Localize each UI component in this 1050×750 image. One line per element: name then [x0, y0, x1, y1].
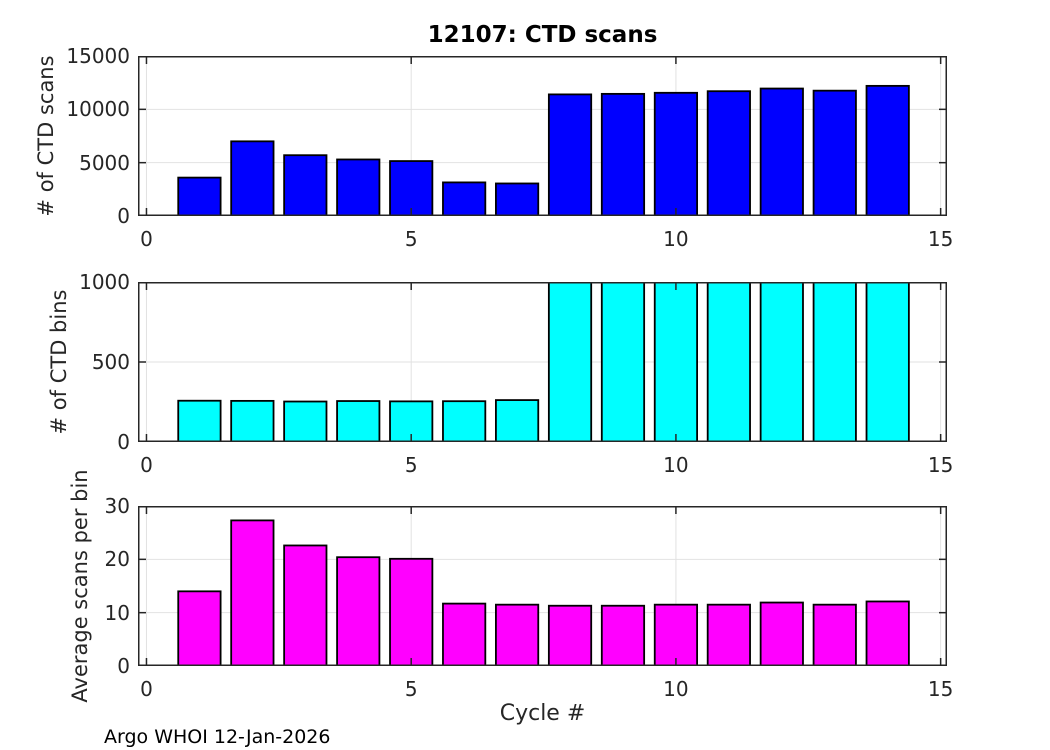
ctd-scans-bar-cycle-1 — [177, 176, 222, 216]
ctd-scans-bar-cycle-2 — [230, 140, 275, 216]
ctd-bins-x-tick-label: 10 — [663, 453, 689, 477]
axes-box — [138, 506, 947, 666]
ctd-bins-bar-cycle-11 — [706, 282, 751, 442]
avg-scans-per-bin-y-tick-label: 20 — [104, 547, 130, 572]
ctd-bins-bar-cycle-4 — [336, 400, 381, 442]
ctd-scans-bar-cycle-10 — [653, 91, 698, 216]
y-axis-label-scans: # of CTD scans — [34, 55, 58, 217]
ctd-scans-y-tick-label: 5000 — [79, 150, 130, 175]
avg-scans-per-bin-bar-cycle-11 — [706, 603, 751, 666]
ctd-scans-bar-cycle-14 — [865, 84, 910, 216]
ctd-bins-bar-cycle-9 — [600, 282, 646, 442]
avg-scans-per-bin-bar-cycle-3 — [283, 544, 328, 666]
avg-scans-per-bin-bar-cycle-1 — [177, 590, 222, 666]
ctd-bins-bar-cycle-14 — [865, 282, 910, 442]
ctd-scans-bar-cycle-9 — [600, 92, 646, 216]
avg-scans-per-bin-x-tick-label: 5 — [404, 677, 418, 701]
ctd-scans-bar-cycle-5 — [389, 160, 434, 216]
ctd-scans-x-tick-label: 10 — [663, 227, 689, 251]
ctd-bins-y-tick-label: 1000 — [79, 270, 130, 294]
avg-scans-per-bin-x-tick-label: 15 — [927, 677, 954, 701]
ctd-bins-x-tick-label: 0 — [140, 453, 153, 477]
ctd-bins-bar-cycle-13 — [812, 282, 857, 442]
axes-box — [138, 282, 947, 442]
avg-scans-per-bin-bar-cycle-2 — [230, 519, 275, 666]
avg-scans-per-bin-bar-cycle-7 — [495, 603, 540, 666]
avg-scans-per-bin-bar-cycle-13 — [812, 603, 857, 666]
ctd-bins-x-tick-label: 15 — [927, 453, 954, 477]
avg-scans-per-bin-bar-cycle-4 — [336, 556, 381, 666]
ctd-bins-bar-cycle-7 — [495, 399, 540, 442]
avg-scans-per-bin-y-tick-label: 0 — [117, 654, 130, 678]
ctd-scans-bar-cycle-4 — [336, 158, 381, 216]
ctd-scans-bar-cycle-6 — [442, 181, 487, 216]
axes-box — [138, 56, 947, 216]
avg-scans-per-bin-bar-cycle-10 — [653, 603, 698, 666]
ctd-scans-x-tick-label: 0 — [140, 227, 153, 251]
avg-scans-per-bin-bar-cycle-12 — [759, 601, 804, 666]
chart-title: 12107: CTD scans — [427, 22, 658, 48]
ctd-scans-bar-cycle-13 — [812, 89, 857, 216]
avg-scans-per-bin-y-tick-label: 30 — [104, 494, 130, 518]
footer-annotation: Argo WHOI 12-Jan-2026 — [104, 726, 331, 748]
ctd-bins-y-tick-label: 0 — [117, 430, 130, 454]
ctd-scans-y-tick-label: 10000 — [66, 97, 130, 122]
ctd-bins-bar-cycle-1 — [177, 399, 222, 442]
ctd-scans-x-tick-label: 15 — [927, 227, 954, 251]
ctd-scans-bar-cycle-12 — [759, 87, 804, 216]
ctd-scans-bar-cycle-3 — [283, 154, 328, 216]
avg-scans-per-bin-plot — [138, 506, 947, 666]
ctd-scans-canvas — [138, 56, 947, 216]
ctd-bins-plot — [138, 282, 947, 442]
avg-scans-per-bin-x-tick-label: 10 — [663, 677, 689, 701]
ctd-bins-bar-cycle-3 — [283, 400, 328, 442]
ctd-bins-bar-cycle-2 — [230, 399, 275, 442]
ctd-bins-y-tick-label: 500 — [91, 350, 130, 374]
ctd-scans-bar-cycle-11 — [706, 90, 751, 216]
ctd-bins-bar-cycle-10 — [653, 282, 698, 442]
ctd-bins-bar-cycle-12 — [759, 282, 804, 442]
ctd-bins-canvas — [138, 282, 947, 442]
ctd-scans-x-tick-label: 5 — [404, 227, 418, 251]
avg-scans-per-bin-bar-cycle-6 — [442, 602, 487, 666]
ctd-bins-bar-cycle-6 — [442, 400, 487, 442]
avg-scans-per-bin-bar-cycle-8 — [547, 604, 593, 666]
ctd-scans-bar-cycle-7 — [495, 182, 540, 216]
ctd-bins-bar-cycle-8 — [547, 282, 593, 442]
ctd-scans-y-tick-label: 15000 — [66, 44, 130, 68]
avg-scans-per-bin-bar-cycle-5 — [389, 557, 434, 666]
avg-scans-per-bin-bar-cycle-9 — [600, 604, 646, 666]
x-axis-label: Cycle # — [499, 701, 586, 726]
ctd-scans-plot — [138, 56, 947, 216]
ctd-bins-x-tick-label: 5 — [404, 453, 418, 477]
avg-scans-per-bin-bar-cycle-14 — [865, 600, 910, 666]
avg-scans-per-bin-y-tick-label: 10 — [104, 600, 130, 625]
avg-scans-per-bin-x-tick-label: 0 — [140, 677, 153, 701]
ctd-scans-bar-cycle-8 — [547, 93, 593, 216]
ctd-scans-y-tick-label: 0 — [117, 204, 130, 228]
avg-scans-per-bin-canvas — [138, 506, 947, 666]
